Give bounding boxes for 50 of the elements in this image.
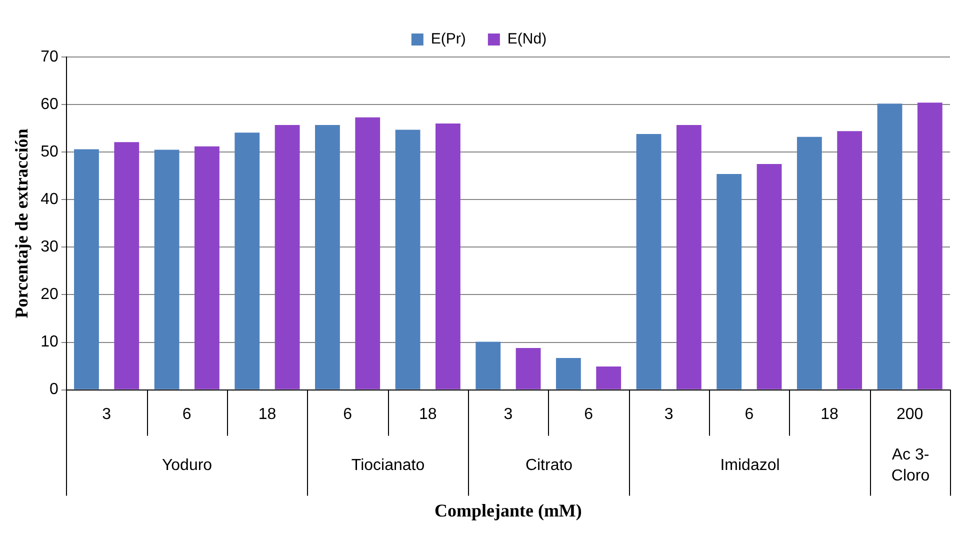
bar	[636, 134, 662, 390]
x-tick-label: 6	[343, 406, 352, 423]
bar	[234, 132, 260, 390]
bar	[716, 174, 742, 390]
y-tick-label: 20	[40, 286, 58, 304]
text: Tiocianato	[351, 457, 425, 474]
x-tick-label: 3	[102, 406, 112, 423]
y-tick-label: 60	[40, 96, 58, 113]
legend-label: E(Pr)	[430, 30, 466, 48]
bar	[436, 124, 460, 390]
bar	[756, 164, 782, 390]
y-tick-label: 40	[40, 191, 58, 208]
y-tick-label: 70	[40, 48, 58, 66]
bar	[154, 150, 180, 390]
bar	[114, 142, 140, 390]
x-tick-label: 18	[258, 406, 276, 423]
y-tick-label: 10	[40, 334, 58, 351]
bar	[516, 348, 541, 390]
text: Yoduro	[162, 457, 212, 474]
bar	[796, 136, 822, 390]
bar	[556, 358, 581, 390]
bar	[315, 124, 340, 390]
x-tick-label: 3	[504, 406, 513, 423]
x-tick-label: 3	[664, 406, 674, 423]
text: Imidazol	[720, 457, 780, 474]
text: Citrato	[525, 457, 573, 474]
x-tick-label: 18	[418, 406, 437, 423]
x-tick-label: 6	[584, 406, 594, 423]
bar	[837, 131, 862, 390]
x-tick-label: 18	[820, 406, 839, 423]
bar	[476, 342, 501, 390]
x-axis-title: Complejante (mM)	[434, 500, 582, 520]
bar	[596, 366, 622, 390]
x-tick-label: 6	[182, 406, 192, 423]
bar	[676, 124, 702, 390]
bar	[395, 130, 420, 390]
x-tick-label: 6	[744, 406, 754, 423]
y-tick-label: 30	[40, 238, 58, 256]
y-axis-title: Porcentaje de extracción	[11, 128, 32, 318]
bar	[194, 146, 220, 390]
text: Ac 3-Cloro	[891, 446, 930, 485]
bar	[917, 102, 942, 390]
bar	[274, 124, 300, 390]
y-tick-label: 0	[49, 381, 58, 398]
bar	[74, 149, 99, 390]
y-tick-label: 50	[40, 143, 58, 160]
bar	[877, 104, 902, 390]
bar	[355, 117, 380, 390]
legend-label: E(Nd)	[507, 30, 547, 48]
x-tick-label: 200	[896, 406, 924, 423]
